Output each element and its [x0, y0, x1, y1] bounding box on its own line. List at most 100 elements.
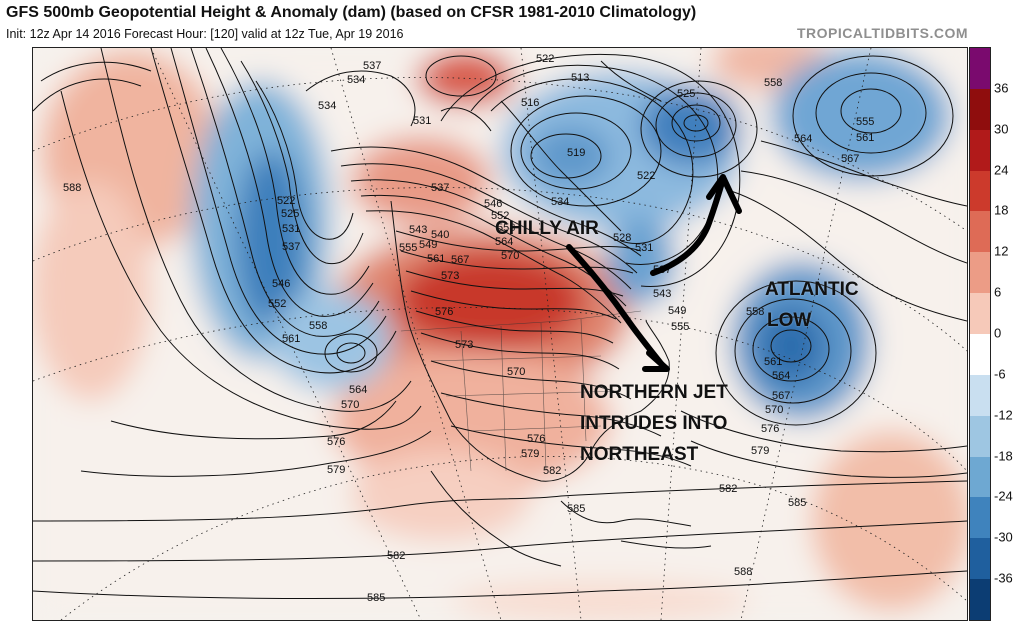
contour-label: 555: [856, 116, 874, 128]
contour-label: 531: [413, 115, 431, 127]
colorbar-segment: [970, 334, 990, 376]
contour-label: 561: [427, 253, 445, 265]
colorbar-segment: [970, 252, 990, 294]
colorbar-label: -36: [994, 570, 1013, 586]
colorbar-segment: [970, 415, 990, 458]
contour-label: 573: [455, 339, 473, 351]
contour-label: 543: [653, 288, 671, 300]
contour-label: 540: [431, 229, 449, 241]
contour-labels: 537 534 534 531 537 522 513 516 519 525 …: [63, 53, 874, 604]
colorbar-segment: [970, 88, 990, 131]
contour-label: 588: [63, 182, 81, 194]
contour-label: 558: [309, 320, 327, 332]
contour-label: 564: [794, 133, 812, 145]
colorbar-label: -30: [994, 529, 1013, 545]
contour-label: 537: [282, 241, 300, 253]
contour-label: 531: [635, 242, 653, 254]
contour-label: 579: [327, 464, 345, 476]
contour-label: 585: [567, 503, 585, 515]
contour-label: 522: [637, 170, 655, 182]
colorbar-segment: [970, 538, 990, 580]
contour-label: 546: [484, 198, 502, 210]
colorbar-segment: [970, 48, 990, 90]
colorbar-label: 30: [994, 121, 1009, 137]
contour-label: 534: [318, 100, 336, 112]
annotation-northern-jet: NORTHERN JET: [580, 382, 728, 403]
colorbar-segment: [970, 497, 990, 539]
annotation-atlantic: ATLANTIC: [765, 279, 859, 300]
weather-map: 537 534 534 531 537 522 513 516 519 525 …: [32, 47, 968, 621]
map-canvas: 537 534 534 531 537 522 513 516 519 525 …: [33, 48, 967, 620]
anomaly-colorbar: [969, 47, 991, 621]
colorbar-segment: [970, 456, 990, 498]
contour-label: 570: [765, 404, 783, 416]
contour-label: 576: [435, 306, 453, 318]
annotation-intrudes-into: INTRUDES INTO: [580, 413, 728, 434]
contour-label: 555: [671, 321, 689, 333]
contour-label: 513: [571, 72, 589, 84]
height-contours: [33, 48, 967, 599]
colorbar-label: 12: [994, 243, 1009, 259]
contour-label: 534: [551, 196, 569, 208]
colorbar-label: 0: [994, 325, 1002, 341]
contour-label: 549: [668, 305, 686, 317]
contour-label: 561: [764, 356, 782, 368]
chart-subtitle: Init: 12z Apr 14 2016 Forecast Hour: [12…: [6, 27, 404, 41]
contour-label: 582: [543, 465, 561, 477]
colorbar-label: -6: [994, 366, 1006, 382]
contour-label: 555: [399, 242, 417, 254]
contour-label: 558: [746, 306, 764, 318]
contour-label: 525: [677, 88, 695, 100]
coastlines: [390, 60, 712, 567]
anomaly-shading: [33, 48, 967, 620]
contour-label: 582: [719, 483, 737, 495]
contour-label: 576: [761, 423, 779, 435]
colorbar-segment: [970, 293, 990, 335]
colorbar-label: -18: [994, 448, 1013, 464]
contour-label: 561: [856, 132, 874, 144]
contour-label: 546: [272, 278, 290, 290]
contour-label: 534: [347, 74, 365, 86]
contour-label: 537: [363, 60, 381, 72]
colorbar-label: 36: [994, 80, 1009, 96]
colorbar-segment: [970, 579, 990, 621]
colorbar-segment: [970, 374, 990, 417]
brand-watermark: TROPICALTIDBITS.COM: [796, 25, 968, 41]
annotation-northeast: NORTHEAST: [580, 444, 699, 465]
contour-label: 564: [772, 370, 790, 382]
contour-label: 567: [841, 153, 859, 165]
chart-title: GFS 500mb Geopotential Height & Anomaly …: [6, 4, 697, 21]
contour-label: 552: [491, 210, 509, 222]
contour-label: 564: [495, 236, 513, 248]
colorbar-label: -24: [994, 488, 1013, 504]
colorbar-label: 24: [994, 162, 1009, 178]
contour-label: 567: [451, 254, 469, 266]
contour-label: 552: [268, 298, 286, 310]
colorbar-label: 18: [994, 202, 1009, 218]
contour-label: 558: [497, 222, 515, 234]
contour-label: 531: [282, 223, 300, 235]
annotation-arrows: [566, 174, 742, 372]
contour-label: 579: [751, 445, 769, 457]
colorbar-label: 6: [994, 284, 1002, 300]
contour-label: 576: [327, 436, 345, 448]
annotation-low: LOW: [767, 310, 812, 331]
contour-label: 564: [349, 384, 367, 396]
atlantic-arrowhead: [706, 174, 742, 214]
contour-label: 570: [501, 250, 519, 262]
colorbar-label: -12: [994, 407, 1013, 423]
contour-label: 519: [567, 147, 585, 159]
contour-label: 582: [387, 550, 405, 562]
annotation-chilly-air: CHILLY AIR: [495, 218, 599, 239]
graticule: [33, 48, 967, 620]
contour-label: 522: [536, 53, 554, 65]
contour-label: 528: [613, 232, 631, 244]
contour-label: 579: [521, 448, 539, 460]
contour-label: 570: [507, 366, 525, 378]
contour-label: 573: [441, 270, 459, 282]
contour-label: 543: [409, 224, 427, 236]
boundaries: [400, 310, 642, 472]
contour-label: 576: [527, 433, 545, 445]
contour-label: 525: [281, 208, 299, 220]
colorbar-segment: [970, 211, 990, 253]
